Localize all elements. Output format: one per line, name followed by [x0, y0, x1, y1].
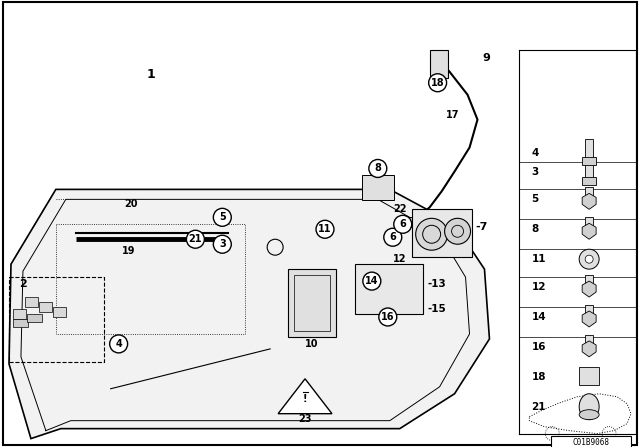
Text: 8: 8 [374, 164, 381, 173]
Bar [585, 305, 593, 323]
Text: 21: 21 [531, 402, 546, 412]
Text: 17: 17 [446, 110, 460, 120]
Text: 10: 10 [305, 339, 319, 349]
Circle shape [579, 249, 599, 269]
Circle shape [213, 208, 231, 226]
Text: 2: 2 [19, 279, 27, 289]
Text: 23: 23 [298, 414, 312, 424]
Bar [585, 217, 593, 235]
Bar [585, 187, 593, 205]
Bar [585, 335, 593, 353]
Circle shape [186, 230, 204, 248]
Text: 4: 4 [115, 339, 122, 349]
Text: 14: 14 [365, 276, 379, 286]
Text: 1: 1 [146, 68, 155, 81]
Text: 3: 3 [219, 239, 226, 249]
Text: 21: 21 [189, 234, 202, 244]
Circle shape [109, 335, 127, 353]
Bar [56, 224, 245, 334]
Bar [288, 269, 336, 337]
Text: -15: -15 [428, 304, 447, 314]
Bar [551, 435, 631, 448]
Text: !: ! [303, 394, 307, 404]
Bar [362, 176, 394, 200]
Bar [585, 275, 593, 293]
Polygon shape [582, 341, 596, 357]
Bar [9, 277, 104, 362]
Text: 9: 9 [483, 53, 490, 63]
Polygon shape [582, 311, 596, 327]
Bar [582, 177, 596, 185]
Text: 4: 4 [531, 147, 539, 158]
Circle shape [429, 74, 447, 92]
Circle shape [585, 255, 593, 263]
Polygon shape [582, 194, 596, 209]
Text: 16: 16 [531, 342, 546, 352]
Text: 19: 19 [122, 246, 135, 256]
Ellipse shape [579, 394, 599, 420]
Text: 5: 5 [219, 212, 226, 222]
Text: -7: -7 [476, 222, 488, 232]
Text: 8: 8 [531, 224, 539, 234]
Polygon shape [9, 190, 490, 439]
Text: 3: 3 [531, 168, 539, 177]
Polygon shape [278, 379, 332, 414]
Circle shape [379, 308, 397, 326]
Text: 18: 18 [531, 372, 546, 382]
Bar [294, 275, 330, 331]
Bar [585, 159, 593, 181]
Circle shape [445, 218, 470, 244]
Circle shape [316, 220, 334, 238]
Bar [355, 264, 422, 314]
Text: -13: -13 [428, 279, 447, 289]
Text: C01B9068: C01B9068 [573, 438, 610, 447]
Text: 22: 22 [393, 204, 406, 214]
Circle shape [369, 159, 387, 177]
Bar [579, 367, 599, 385]
Bar [53, 307, 66, 317]
Text: 12: 12 [393, 254, 406, 264]
Bar [27, 314, 42, 322]
Text: 12: 12 [531, 282, 546, 292]
Polygon shape [582, 223, 596, 239]
Bar [412, 209, 472, 257]
Text: 18: 18 [431, 78, 444, 88]
Text: 6: 6 [399, 219, 406, 229]
Text: 11: 11 [531, 254, 546, 264]
Bar [39, 302, 52, 312]
Text: 5: 5 [531, 194, 539, 204]
Circle shape [213, 235, 231, 253]
Bar [582, 158, 596, 165]
Ellipse shape [579, 410, 599, 420]
Circle shape [384, 228, 402, 246]
Text: 16: 16 [381, 312, 394, 322]
Bar [13, 319, 28, 327]
Text: 14: 14 [531, 312, 546, 322]
Circle shape [416, 218, 447, 250]
Text: 20: 20 [124, 199, 138, 209]
Circle shape [394, 215, 412, 233]
Bar [397, 217, 412, 227]
Bar [585, 138, 593, 160]
Text: 6: 6 [389, 232, 396, 242]
Text: 11: 11 [318, 224, 332, 234]
Bar [13, 309, 26, 319]
Circle shape [363, 272, 381, 290]
Bar [429, 50, 447, 78]
Polygon shape [582, 281, 596, 297]
Bar [25, 297, 38, 307]
Polygon shape [529, 394, 631, 434]
